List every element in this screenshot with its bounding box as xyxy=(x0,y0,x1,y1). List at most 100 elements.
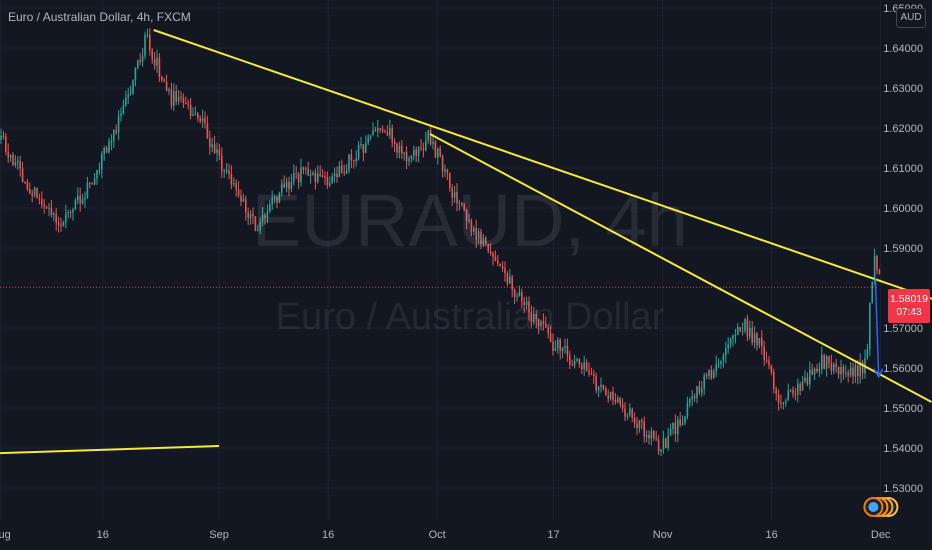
candle-body xyxy=(605,388,607,396)
candle-body xyxy=(19,160,21,169)
candle-body xyxy=(506,273,509,284)
candle-body xyxy=(187,103,189,105)
candle-body xyxy=(732,335,734,339)
candle-body xyxy=(242,198,245,202)
candle-body xyxy=(823,354,825,369)
candle-body xyxy=(293,172,295,183)
candle-body xyxy=(439,148,441,156)
candle-body xyxy=(650,431,653,439)
candle-body xyxy=(182,97,185,103)
candle-body xyxy=(876,255,878,271)
candle-body xyxy=(413,149,415,156)
candle-body xyxy=(739,327,741,332)
candle-body xyxy=(211,144,213,148)
candle-body xyxy=(705,375,708,377)
candle-body xyxy=(324,176,326,178)
candle-body xyxy=(300,167,302,183)
arrow-shaft xyxy=(874,277,880,377)
candle-body xyxy=(516,296,518,298)
candle-body xyxy=(679,419,681,425)
candle-body xyxy=(504,268,506,274)
candle-body xyxy=(768,360,770,366)
candle-body xyxy=(717,364,720,366)
candle-body xyxy=(389,127,391,136)
currency-button[interactable]: AUD xyxy=(896,8,926,28)
candle-body xyxy=(501,266,504,269)
candle-body xyxy=(511,276,513,290)
candle-body xyxy=(17,160,19,163)
candle-body xyxy=(319,173,321,176)
candle-body xyxy=(451,188,453,198)
candle-body xyxy=(357,144,360,159)
candle-body xyxy=(780,402,782,404)
candle-body xyxy=(698,386,701,393)
event-icon xyxy=(868,502,879,512)
candle-body xyxy=(494,256,497,261)
candle-body xyxy=(314,172,317,182)
candle-body xyxy=(146,34,149,36)
candle-body xyxy=(177,96,180,102)
candle-body xyxy=(367,136,369,143)
candle-body xyxy=(581,364,583,369)
candle-body xyxy=(386,132,389,136)
candle-body xyxy=(624,408,626,417)
candle-body xyxy=(590,373,593,375)
candle-body xyxy=(873,255,876,282)
candle-body xyxy=(557,339,559,349)
candle-body xyxy=(809,369,811,385)
candle-body xyxy=(26,182,29,190)
candle-body xyxy=(151,50,153,59)
candle-body xyxy=(307,168,309,176)
time-tick-label: Nov xyxy=(653,529,673,541)
candle-body xyxy=(405,152,408,162)
candle-body xyxy=(559,339,561,352)
candle-body xyxy=(360,144,362,146)
candle-body xyxy=(254,216,257,231)
candle-body xyxy=(225,170,228,172)
candle-body xyxy=(209,138,211,148)
candle-body xyxy=(180,96,182,98)
candle-body xyxy=(475,228,477,240)
candle-body xyxy=(446,169,449,173)
candle-body xyxy=(134,67,137,81)
candle-body xyxy=(333,173,336,177)
candle-body xyxy=(93,178,96,185)
time-tick-label: Dec xyxy=(871,529,891,541)
candle-body xyxy=(487,243,489,252)
candle-body xyxy=(343,172,345,174)
candle-body xyxy=(552,341,554,351)
candle-body xyxy=(797,383,799,395)
price-tick-label: 1.63000 xyxy=(883,83,923,95)
candle-body xyxy=(489,251,492,253)
candle-body xyxy=(585,362,588,371)
candle-body xyxy=(271,197,273,204)
candle-body xyxy=(744,319,746,332)
candle-body xyxy=(372,130,374,136)
candle-body xyxy=(734,334,737,336)
candle-body xyxy=(607,395,609,399)
candle-body xyxy=(393,141,396,144)
symbol-watermark: EURAUD, 4h xyxy=(252,179,688,262)
candle-body xyxy=(91,183,93,185)
candle-body xyxy=(317,173,319,182)
price-tick-label: 1.62000 xyxy=(883,123,923,135)
candle-body xyxy=(773,372,775,389)
candle-body xyxy=(153,58,156,66)
candle-body xyxy=(655,437,657,440)
candle-body xyxy=(684,416,686,423)
candle-body xyxy=(341,165,343,173)
candle-body xyxy=(156,57,158,66)
candle-body xyxy=(283,183,285,188)
candle-body xyxy=(43,204,45,207)
candle-body xyxy=(377,128,379,132)
candle-body xyxy=(588,370,590,374)
candle-body xyxy=(261,215,264,222)
symbol-title[interactable]: Euro / Australian Dollar, 4h, FXCM xyxy=(8,10,191,24)
bar-countdown: 07:43 xyxy=(896,307,922,318)
candle-body xyxy=(828,356,830,364)
candle-body xyxy=(845,372,847,374)
last-price-badge: 1.58019 07:43 xyxy=(888,289,930,323)
